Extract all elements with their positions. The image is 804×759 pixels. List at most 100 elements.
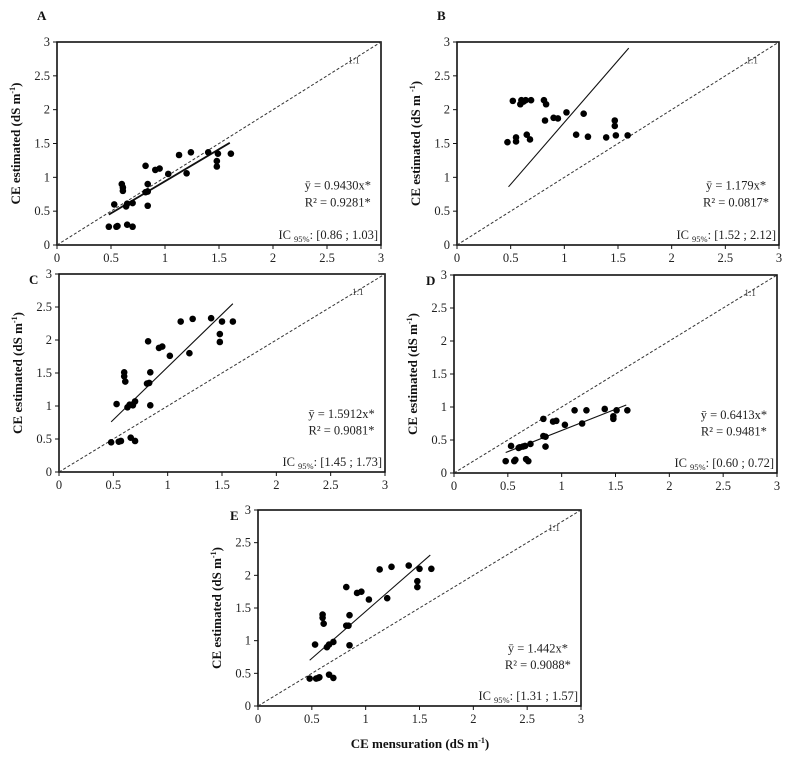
y-tick-label: 1 [444,170,450,184]
x-tick-label: 0.5 [304,712,320,726]
reference-line-label: 1:1 [744,288,756,298]
data-point [177,318,185,325]
data-point [186,349,193,357]
x-tick-label: 1 [165,478,171,492]
data-point [612,132,620,139]
panel-b: 0 0.5 1 1.5 2 2.5 3 0 0.5 1 1.5 2 2.5 3 1:1 ȳ = 1.179x*… [408,8,782,265]
y-axis-label: CE estimated (dS m-1) [8,83,23,205]
regression-equation: ȳ = 0.6413x* [701,408,767,422]
y-tick-label: 0.5 [34,204,50,218]
panel-letter: C [29,272,38,287]
y-tick-label: 1.5 [434,137,450,151]
data-point [502,457,509,465]
regression-equation: ȳ = 1.179x* [706,179,766,193]
data-point [123,221,131,228]
panel-d: 0 0.5 1 1.5 2 2.5 3 0 0.5 1 1.5 2 2.5 3 1:1 ȳ = 0.6413x… [405,268,780,493]
data-point [542,443,549,450]
data-point [164,170,172,178]
data-point [316,673,323,681]
r-squared: R² = 0.0817* [703,195,769,209]
x-tick-label: 2 [273,478,279,492]
x-tick-label: 0.5 [106,478,122,492]
data-point [527,96,535,104]
confidence-interval: IC 95%: [0.60 ; 0.72] [675,456,775,472]
data-point [320,620,327,627]
y-tick-label: 0 [245,699,251,713]
data-point [507,442,515,450]
x-axis-label: CE mensuration (dS m-1) [351,736,490,751]
y-tick-label: 1 [44,170,50,184]
data-point [512,456,519,464]
data-point [110,201,118,208]
confidence-interval: IC 95%: [1.45 ; 1.73] [283,455,383,471]
x-tick-label: 2.5 [718,251,734,265]
data-point [388,563,395,571]
y-tick-label: 3 [444,35,450,49]
data-point [541,117,549,124]
regression-equation: ȳ = 1.5912x* [308,407,374,421]
x-tick-label: 0 [56,478,62,492]
data-point [365,596,373,603]
data-point [342,583,350,591]
r-squared: R² = 0.9281* [305,195,371,209]
data-point [123,200,131,208]
y-tick-label: 3 [46,267,52,281]
data-point [146,369,154,376]
data-point [218,318,226,325]
reference-line-1-1 [453,274,778,474]
y-tick-label: 2 [44,103,50,117]
data-point [214,150,222,157]
panel-c: 0 0.5 1 1.5 2 2.5 3 0 0.5 1 1.5 2 2.5 3 1:1 ȳ = 1.5912x… [10,267,388,492]
y-tick-label: 1.5 [34,137,50,151]
x-tick-label: 2.5 [519,712,535,726]
confidence-interval: IC 95%: [0.86 ; 1.03] [279,228,379,244]
y-tick-label: 1 [46,399,52,413]
data-point [552,417,560,425]
data-point [105,223,113,231]
y-tick-label: 2 [245,568,251,582]
y-tick-label: 0.5 [235,666,251,680]
reference-line-label: 1:1 [348,56,360,66]
x-tick-label: 3 [578,712,584,726]
regression-equation: ȳ = 0.9430x* [305,179,371,193]
data-point [602,134,610,141]
y-tick-label: 2.5 [431,301,447,315]
x-tick-label: 3 [378,251,384,265]
data-point [121,378,129,385]
x-tick-label: 2 [669,251,675,265]
x-tick-label: 0 [451,479,457,493]
y-tick-label: 0 [46,465,52,479]
y-tick-label: 2.5 [36,300,52,314]
data-point [504,138,511,146]
reference-line-1-1 [456,41,780,246]
data-point [107,439,115,446]
y-tick-label: 1 [441,400,447,414]
regression-line [508,47,630,188]
data-point [311,641,319,648]
data-point [207,314,215,322]
x-tick-label: 1.5 [412,712,428,726]
data-point [624,407,631,414]
data-point [346,641,353,649]
data-point [571,407,578,414]
reference-line-label: 1:1 [352,287,364,297]
data-point [563,109,570,116]
panel-e: 0 0.5 1 1.5 2 2.5 3 0 0.5 1 1.5 2 2.5 3 1:1 ȳ = 1.442x*… [209,503,584,726]
data-point [509,97,517,105]
data-point [213,163,221,170]
y-tick-label: 0 [444,238,450,252]
data-point [216,338,224,346]
y-tick-label: 2 [46,333,52,347]
data-point [523,131,531,139]
data-point [524,457,532,465]
data-point [144,338,152,345]
x-tick-label: 1.5 [608,479,624,493]
data-point [158,343,166,350]
data-point [376,566,383,573]
data-point [175,151,183,159]
y-tick-label: 2.5 [434,69,450,83]
data-point [166,352,174,360]
data-point [624,132,631,139]
data-point [330,638,337,646]
y-tick-label: 2 [444,103,450,117]
